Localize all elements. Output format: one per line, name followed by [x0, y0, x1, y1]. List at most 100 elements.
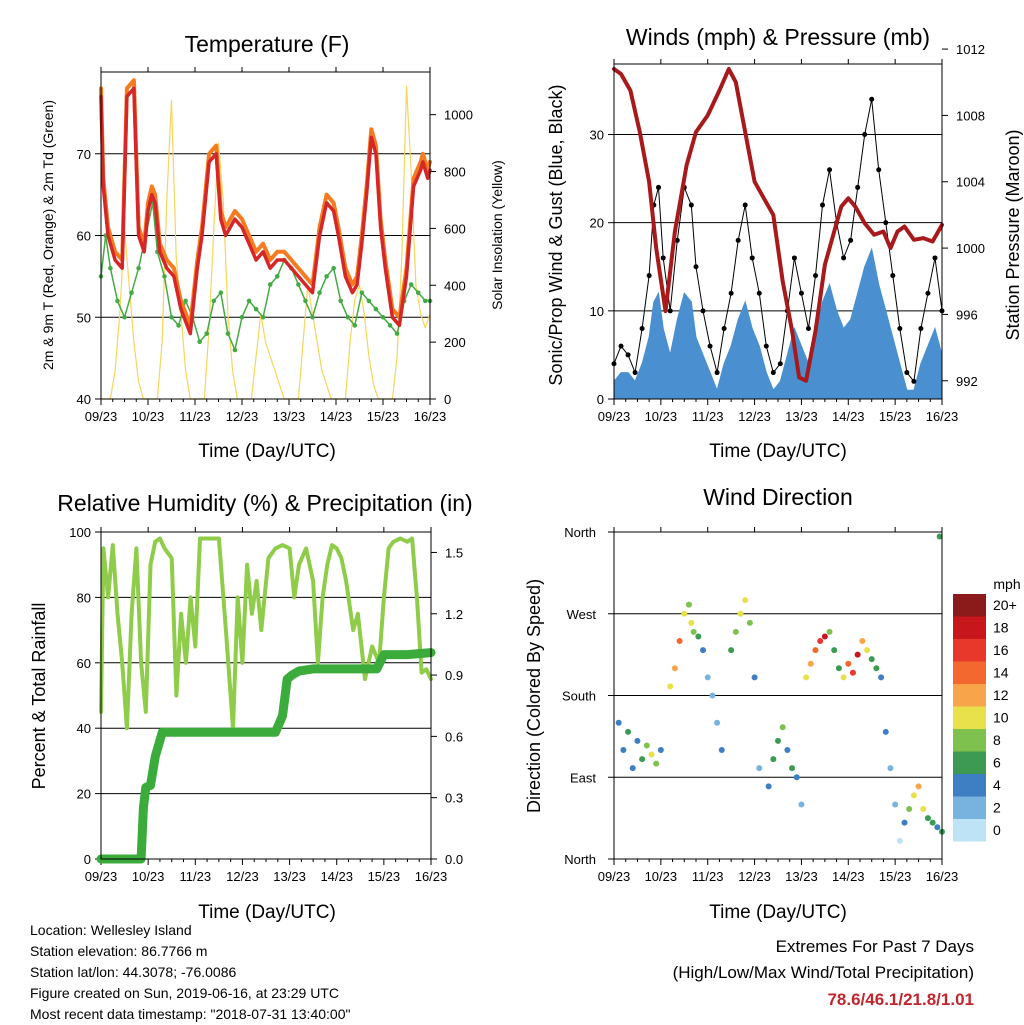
xtick-label-6: 15/23 — [879, 409, 912, 424]
direction-point-64 — [924, 815, 931, 822]
direction-point-16 — [690, 628, 697, 635]
ytick-right-label-2: 1000 — [956, 241, 985, 256]
colorbar-label-7: 6 — [993, 755, 1001, 771]
colorbar-swatch-8 — [953, 774, 986, 797]
direction-point-56 — [887, 765, 894, 772]
colorbar-swatch-9 — [953, 796, 986, 819]
direction-point-26 — [742, 597, 749, 604]
direction-point-54 — [878, 674, 885, 681]
winds-ylabel-right: Station Pressure (Maroon) — [1003, 129, 1023, 340]
wind-direction-panel: Wind Direction NorthEastSouthWestNorth09… — [524, 484, 1021, 923]
direction-point-27 — [746, 619, 753, 626]
xtick-label-3: 12/23 — [738, 869, 771, 884]
rh-line — [99, 536, 433, 731]
plot-frame — [613, 63, 943, 400]
ytick-label-0: 40 — [77, 392, 91, 407]
direction-point-15 — [688, 619, 695, 626]
direction-point-42 — [821, 633, 828, 640]
direction-point-37 — [798, 801, 805, 808]
extremes-title: Extremes For Past 7 Days — [775, 937, 974, 956]
direction-point-28 — [751, 674, 758, 681]
ytick-label-1: East — [570, 770, 596, 785]
colorbar-swatch-10 — [953, 819, 986, 842]
precip-line — [96, 648, 436, 864]
direction-point-2 — [625, 728, 632, 735]
humidity-title: Relative Humidity (%) & Precipitation (i… — [57, 490, 472, 516]
ytick-right-label-3: 1004 — [956, 175, 985, 190]
ytick-right-label-2: 0.6 — [445, 729, 463, 744]
temperature-ylabel-left: 2m & 9m T (Red, Orange) & 2m Td (Green) — [40, 100, 56, 370]
xtick-label-1: 10/23 — [132, 869, 165, 884]
colorbar-label-9: 2 — [993, 800, 1001, 816]
ytick-right-label-0: 0.0 — [445, 852, 463, 867]
direction-point-43 — [826, 628, 833, 635]
colorbar-swatch-7 — [953, 751, 986, 774]
xtick-label-6: 15/23 — [367, 409, 400, 424]
xtick-label-1: 10/23 — [132, 409, 165, 424]
colorbar-label-5: 10 — [993, 710, 1009, 726]
colorbar-swatch-2 — [953, 639, 986, 662]
colorbar-swatch-3 — [953, 661, 986, 684]
direction-point-57 — [892, 801, 899, 808]
xtick-label-4: 13/23 — [785, 869, 818, 884]
direction-point-22 — [718, 747, 725, 753]
xtick-label-5: 14/23 — [320, 409, 353, 424]
ytick-right-label-0: 992 — [956, 374, 978, 389]
direction-point-58 — [896, 837, 903, 844]
station-info: Location: Wellesley Island Station eleva… — [30, 920, 350, 1025]
direction-point-41 — [817, 638, 824, 644]
winds-title: Winds (mph) & Pressure (mb) — [626, 24, 930, 50]
wind-direction-title: Wind Direction — [703, 484, 853, 510]
direction-point-39 — [807, 660, 814, 667]
xtick-label-5: 14/23 — [832, 409, 865, 424]
colorbar-swatch-4 — [953, 684, 986, 707]
direction-point-46 — [840, 674, 847, 681]
direction-point-9 — [657, 747, 664, 753]
direction-point-38 — [803, 674, 810, 681]
direction-point-13 — [681, 610, 688, 617]
xtick-label-4: 13/23 — [273, 869, 306, 884]
ytick-right-label-5: 1.5 — [445, 545, 463, 560]
direction-point-6 — [643, 742, 650, 749]
ytick-label-1: 50 — [77, 310, 91, 325]
ytick-label-3: 60 — [77, 656, 91, 671]
direction-point-3 — [629, 765, 636, 772]
xtick-label-2: 11/23 — [692, 409, 724, 424]
xtick-label-0: 09/23 — [85, 869, 118, 884]
direction-point-19 — [704, 674, 711, 681]
ytick-right-label-1: 200 — [444, 335, 466, 350]
direction-point-45 — [835, 665, 842, 672]
direction-point-60 — [906, 806, 913, 813]
ytick-label-1: 20 — [77, 787, 91, 802]
xtick-label-6: 15/23 — [368, 869, 401, 884]
colorbar-label-3: 14 — [993, 665, 1009, 681]
colorbar-label-4: 12 — [993, 687, 1009, 703]
temp-2m-line — [99, 86, 432, 336]
extremes-values: 78.6/46.1/21.8/1.01 — [827, 990, 974, 1009]
ytick-label-2: 20 — [590, 216, 604, 231]
direction-point-17 — [695, 633, 702, 640]
plot-frame — [100, 531, 432, 860]
direction-point-68 — [936, 533, 943, 540]
ytick-right-label-3: 600 — [444, 221, 466, 236]
ytick-right-label-1: 996 — [956, 307, 978, 322]
direction-point-21 — [714, 719, 721, 726]
ytick-label-1: 10 — [590, 304, 604, 319]
ytick-right-label-5: 1000 — [444, 108, 473, 123]
direction-point-11 — [671, 665, 678, 672]
direction-point-33 — [779, 724, 786, 731]
direction-point-5 — [639, 756, 646, 763]
direction-point-35 — [789, 765, 796, 772]
solar-line — [100, 85, 431, 400]
xtick-label-7: 16/23 — [926, 409, 959, 424]
ytick-right-label-0: 0 — [444, 392, 451, 407]
direction-point-44 — [831, 647, 838, 654]
xtick-label-2: 11/23 — [179, 869, 211, 884]
direction-point-8 — [653, 760, 660, 767]
temperature-ylabel-right: Solar Insolation (Yellow) — [489, 160, 505, 310]
xtick-label-2: 11/23 — [179, 409, 211, 424]
ytick-right-label-4: 1.2 — [445, 607, 463, 622]
ytick-label-4: North — [564, 525, 596, 540]
wind-direction-ylabel: Direction (Colored By Speed) — [524, 579, 544, 813]
ytick-label-3: 30 — [590, 128, 604, 143]
